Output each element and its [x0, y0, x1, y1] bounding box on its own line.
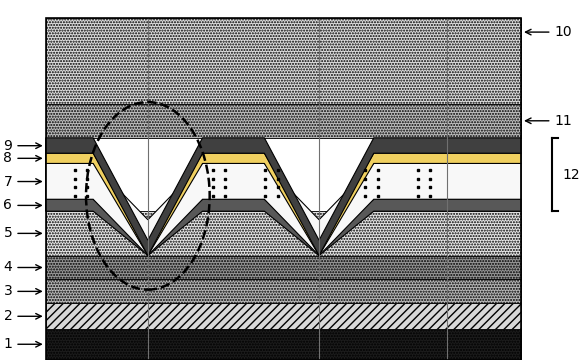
Text: 12: 12	[563, 168, 580, 182]
Bar	[46, 279, 521, 303]
Text: 5: 5	[4, 226, 41, 240]
Bar	[46, 303, 521, 329]
Bar	[46, 104, 521, 138]
Text: 6: 6	[4, 199, 41, 212]
Bar	[46, 329, 521, 360]
Text: 3: 3	[4, 284, 41, 299]
Polygon shape	[46, 153, 521, 256]
Text: 9: 9	[4, 139, 41, 153]
Text: 10: 10	[526, 25, 572, 39]
Polygon shape	[46, 138, 521, 256]
Bar	[46, 18, 521, 104]
Text: 7: 7	[4, 174, 41, 188]
Text: 4: 4	[4, 261, 41, 274]
Text: 1: 1	[4, 337, 41, 351]
Text: 11: 11	[526, 114, 572, 128]
Polygon shape	[46, 199, 521, 256]
Text: 8: 8	[4, 151, 41, 165]
Bar	[46, 18, 521, 360]
Bar	[46, 256, 521, 279]
Text: 2: 2	[4, 309, 41, 323]
Bar	[46, 211, 521, 256]
Polygon shape	[46, 164, 521, 256]
